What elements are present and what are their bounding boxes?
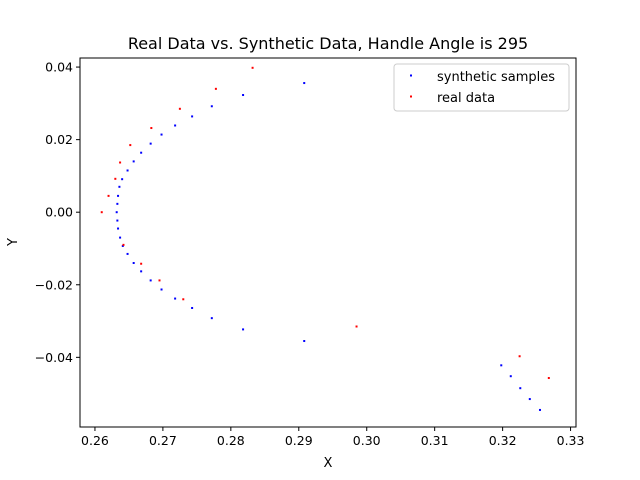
synthetic-samples-point-30: [509, 375, 512, 378]
legend-label-real-data: real data: [437, 91, 495, 106]
real-data-point-3: [150, 127, 153, 130]
synthetic-samples-point-16: [117, 227, 120, 230]
legend-label-synthetic-samples: synthetic samples: [437, 70, 555, 85]
plot-area: [100, 66, 550, 411]
legend-marker-synthetic-samples: [410, 74, 412, 77]
legend: synthetic samples real data: [393, 63, 570, 112]
x-tick-label-1: 0.27: [149, 433, 177, 448]
real-data-point-2: [178, 107, 181, 110]
synthetic-samples-point-25: [191, 306, 194, 309]
synthetic-samples-point-24: [174, 297, 177, 300]
synthetic-samples-point-26: [210, 317, 213, 320]
real-data-point-7: [107, 194, 110, 197]
synthetic-samples-point-10: [121, 178, 124, 181]
synthetic-samples-point-12: [117, 194, 120, 197]
synthetic-samples-point-15: [116, 219, 119, 222]
real-data-point-6: [114, 177, 117, 180]
synthetic-samples-point-3: [191, 115, 194, 118]
y-tick-label-0: −0.04: [35, 350, 73, 365]
synthetic-samples-point-21: [140, 270, 143, 273]
synthetic-samples-point-18: [121, 244, 124, 247]
y-tick-label-3: 0.02: [45, 132, 73, 147]
synthetic-samples-point-8: [132, 160, 135, 163]
axes: 0.26 0.27 0.28 0.29 0.30 0.31 0.32 0.33 −0.04 −0.…: [35, 57, 585, 448]
synthetic-samples-point-13: [116, 202, 119, 205]
synthetic-samples-point-5: [160, 133, 163, 136]
legend-box: [393, 63, 570, 112]
synthetic-samples-point-7: [140, 151, 143, 154]
real-data-point-14: [518, 355, 521, 358]
real-data-point-1: [214, 87, 217, 90]
x-tick-label-5: 0.31: [421, 433, 449, 448]
synthetic-samples-point-2: [210, 105, 213, 108]
y-axis-label: Y: [6, 238, 21, 247]
real-data-point-10: [140, 262, 143, 265]
real-data-point-5: [119, 161, 122, 164]
x-tick-label-3: 0.29: [285, 433, 313, 448]
synthetic-samples-point-29: [500, 364, 503, 367]
synthetic-samples-point-0: [303, 82, 306, 85]
synthetic-samples-point-32: [528, 398, 531, 401]
synthetic-samples-point-19: [126, 252, 129, 255]
synthetic-samples-point-6: [149, 142, 152, 145]
real-data-point-0: [251, 66, 254, 69]
series-real-data: [100, 66, 550, 380]
synthetic-samples-point-27: [242, 328, 245, 331]
real-data-point-4: [129, 144, 132, 147]
x-tick-label-0: 0.26: [81, 433, 109, 448]
real-data-point-13: [355, 325, 358, 328]
y-tick-label-2: 0.00: [45, 205, 73, 220]
real-data-point-12: [182, 298, 185, 301]
real-data-point-11: [158, 279, 161, 282]
legend-marker-real-data: [410, 95, 412, 98]
axes-frame: [79, 57, 577, 428]
y-tick-label-4: 0.04: [45, 60, 73, 75]
synthetic-samples-point-14: [115, 211, 118, 214]
real-data-point-15: [547, 377, 550, 380]
series-synthetic-samples: [115, 82, 541, 411]
synthetic-samples-point-20: [132, 262, 135, 264]
x-tick-label-4: 0.30: [353, 433, 381, 448]
synthetic-samples-point-28: [303, 340, 306, 343]
synthetic-samples-point-17: [119, 236, 122, 239]
synthetic-samples-point-31: [519, 387, 522, 390]
synthetic-samples-point-9: [126, 169, 129, 172]
synthetic-samples-point-4: [174, 124, 177, 127]
x-tick-label-2: 0.28: [217, 433, 245, 448]
real-data-point-9: [122, 243, 125, 246]
real-data-point-8: [100, 211, 103, 214]
x-tick-label-7: 0.33: [557, 433, 585, 448]
synthetic-samples-point-23: [160, 288, 163, 291]
synthetic-samples-point-11: [118, 185, 121, 188]
synthetic-samples-point-22: [149, 279, 152, 282]
synthetic-samples-point-1: [242, 94, 245, 97]
synthetic-samples-point-33: [538, 408, 541, 411]
x-axis-label: X: [324, 456, 333, 471]
y-tick-label-1: −0.02: [35, 277, 73, 292]
chart-title: Real Data vs. Synthetic Data, Handle Ang…: [128, 34, 528, 53]
x-tick-label-6: 0.32: [489, 433, 517, 448]
